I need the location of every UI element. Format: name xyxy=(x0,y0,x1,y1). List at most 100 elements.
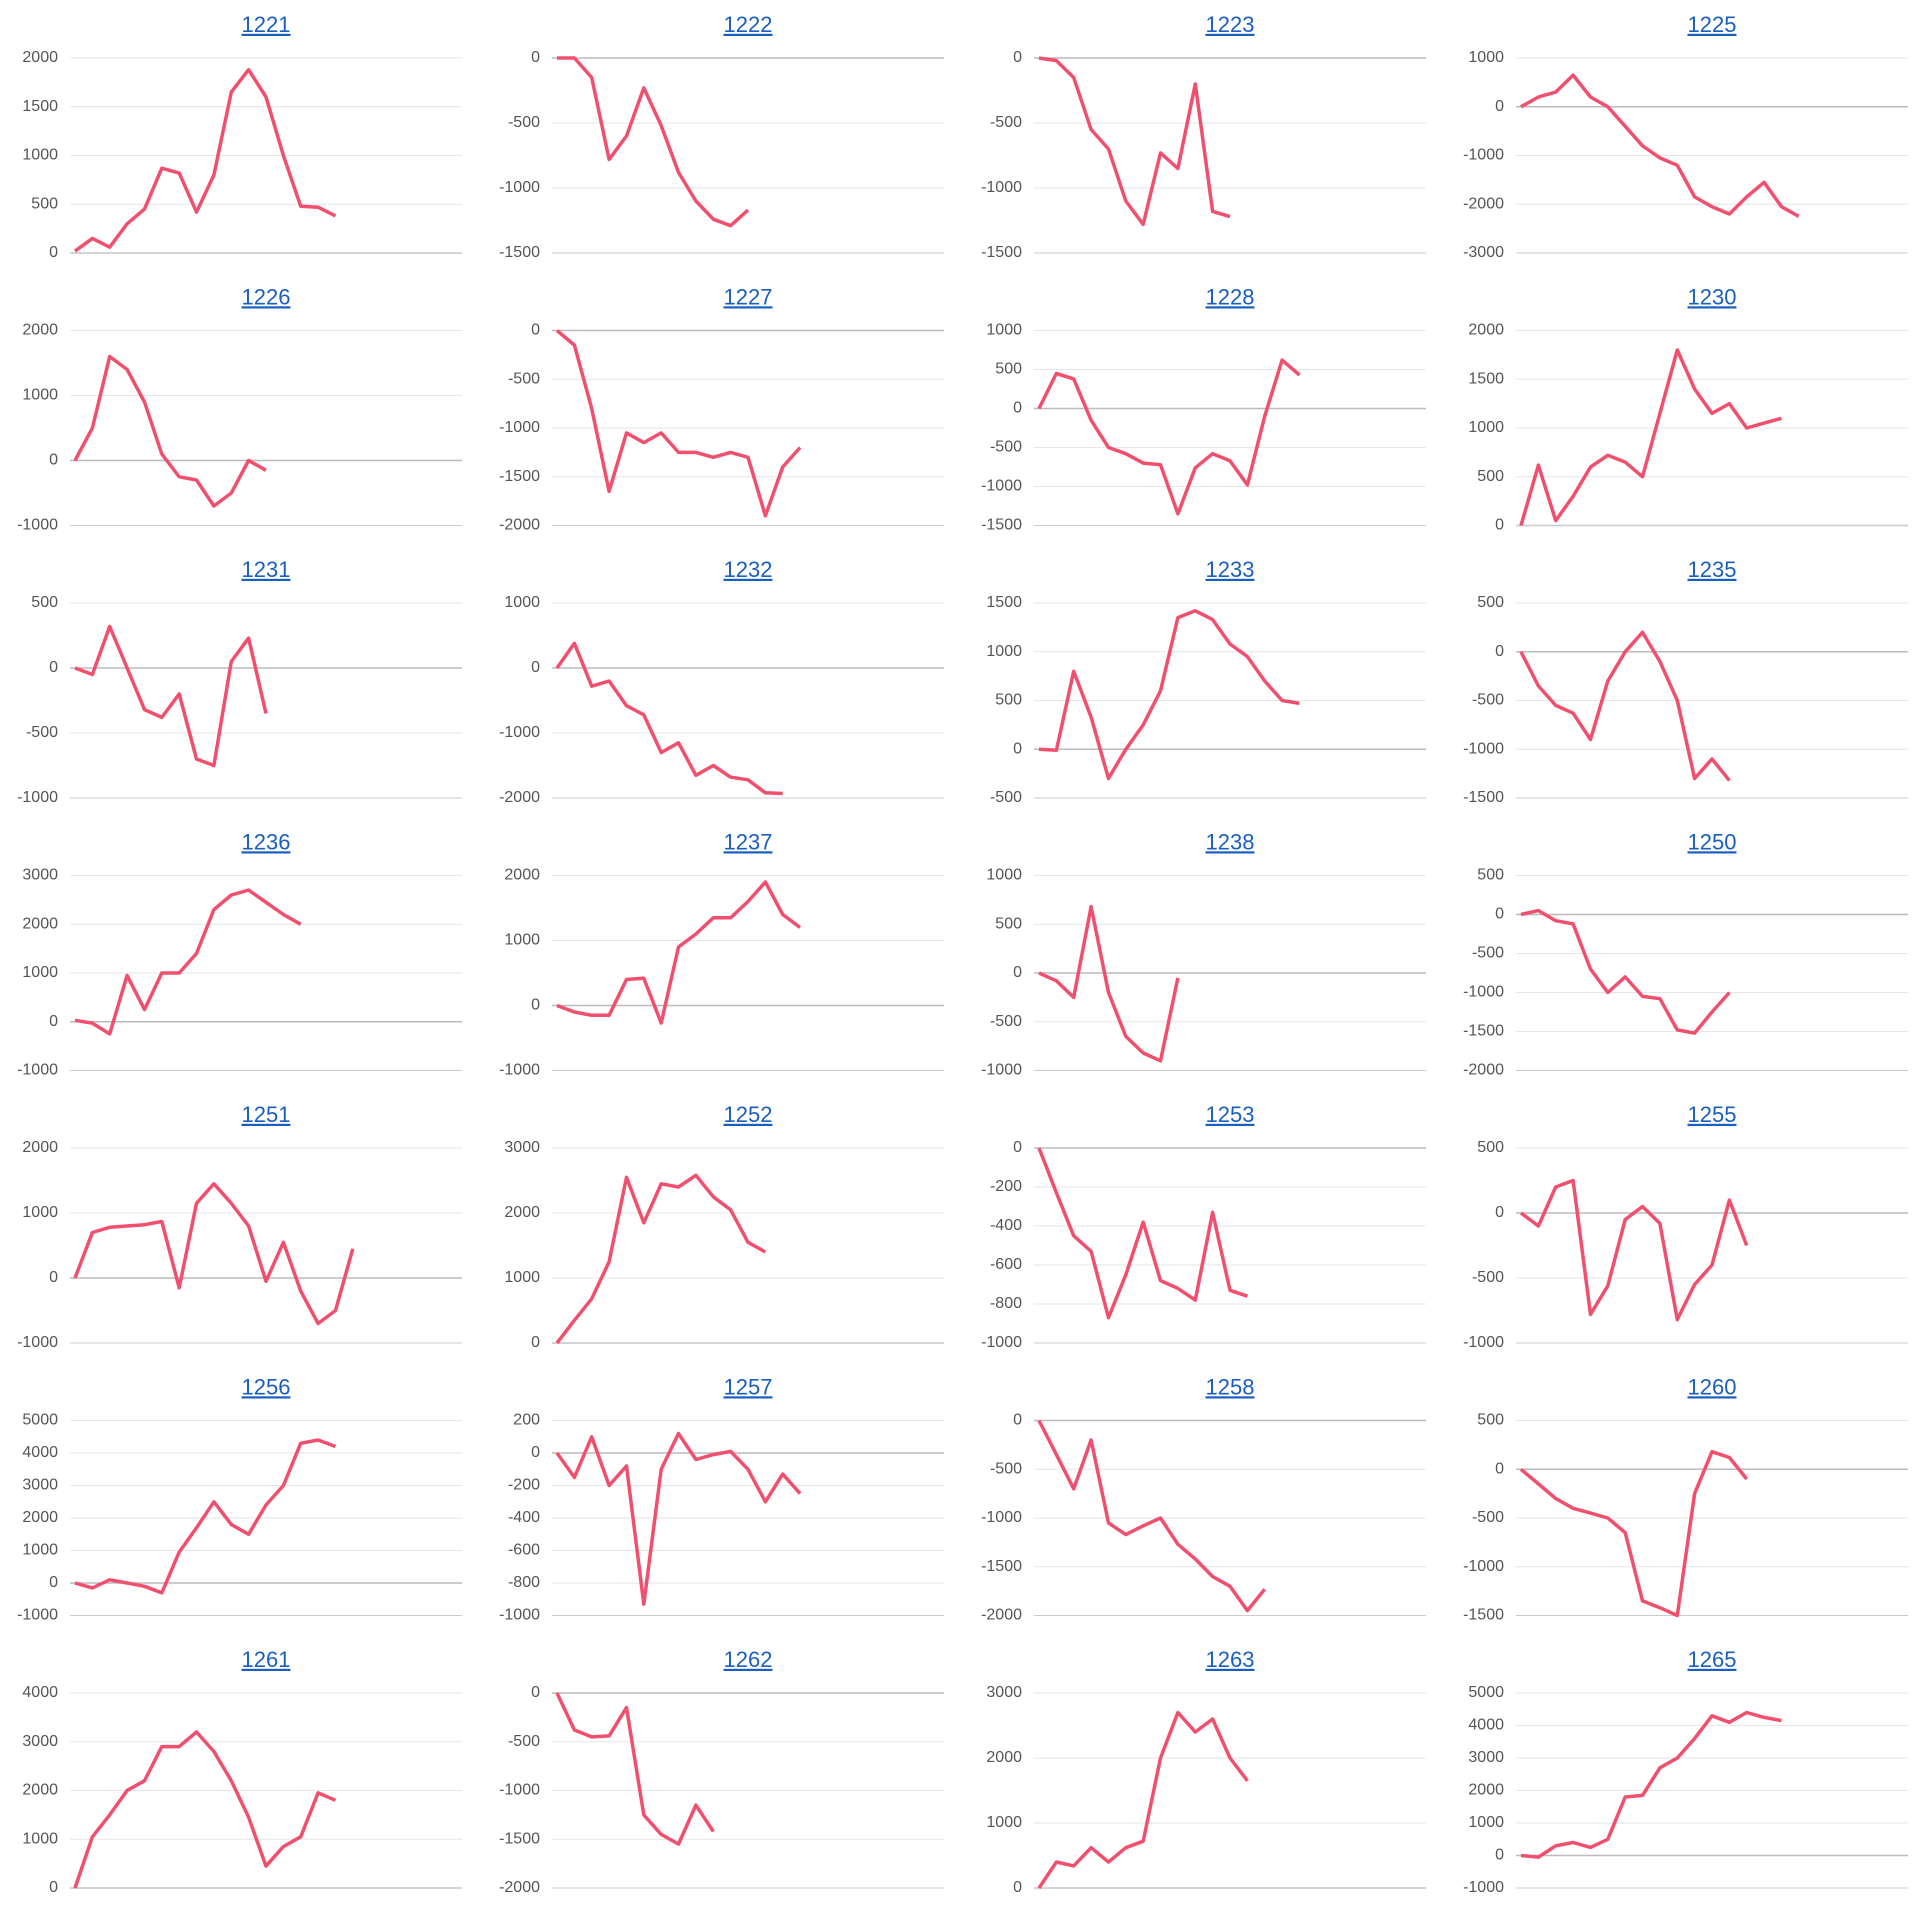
y-tick-label: 500 xyxy=(1477,468,1504,485)
line xyxy=(1519,630,1731,782)
chart-panel: 1263 0 1000 2000 3000 xyxy=(986,1647,1426,1896)
y-tick-label: 0 xyxy=(1013,740,1022,757)
chart-panel: 1258 -2000 -1500 -1000 -500 0 xyxy=(981,1374,1426,1624)
line xyxy=(555,329,802,518)
y-tick-label: 500 xyxy=(1477,1412,1504,1429)
chart-panel: 1265 -1000 0 1000 2000 3000 4000 5000 xyxy=(1463,1647,1908,1896)
y-tick-label: -1000 xyxy=(981,1062,1022,1079)
chart-title[interactable]: 1263 xyxy=(1206,1647,1255,1672)
chart-title[interactable]: 1232 xyxy=(724,557,773,582)
y-tick-label: -1000 xyxy=(17,789,58,806)
chart-panel: 1251 -1000 0 1000 2000 xyxy=(17,1102,462,1351)
chart-title[interactable]: 1233 xyxy=(1206,557,1255,582)
y-tick-label: -500 xyxy=(26,724,58,741)
chart-title[interactable]: 1235 xyxy=(1688,557,1737,582)
y-tick-label: 0 xyxy=(1495,906,1504,923)
chart-panel: 1228 -1500 -1000 -500 0 500 1000 xyxy=(981,284,1426,534)
y-tick-label: 0 xyxy=(1013,400,1022,417)
chart-panel: 1226 -1000 0 1000 2000 xyxy=(17,284,462,534)
chart-title[interactable]: 1251 xyxy=(242,1102,291,1127)
y-tick-label: 3000 xyxy=(504,1139,540,1156)
y-tick-label: -800 xyxy=(990,1295,1022,1312)
y-tick-label: 1000 xyxy=(22,964,58,981)
y-tick-label: 2000 xyxy=(1468,322,1504,339)
chart-panel: 1235 -1500 -1000 -500 0 500 xyxy=(1463,557,1908,806)
y-tick-label: 0 xyxy=(531,659,540,676)
chart-title[interactable]: 1250 xyxy=(1688,829,1737,854)
y-tick-label: 3000 xyxy=(22,867,58,884)
y-tick-label: -1500 xyxy=(1463,789,1504,806)
chart-title[interactable]: 1225 xyxy=(1688,12,1737,37)
chart-panel: 1231 -1000 -500 0 500 xyxy=(17,557,462,806)
y-tick-label: 1000 xyxy=(504,594,540,611)
chart-title[interactable]: 1260 xyxy=(1688,1374,1737,1399)
line xyxy=(1520,908,1731,1035)
y-tick-label: 2000 xyxy=(1468,1782,1504,1799)
chart-title[interactable]: 1261 xyxy=(242,1647,291,1672)
y-tick-label: 1000 xyxy=(1468,1814,1504,1831)
y-tick-label: 1000 xyxy=(22,1204,58,1221)
y-tick-label: 0 xyxy=(1495,1460,1504,1477)
line xyxy=(74,624,268,768)
y-tick-label: 4000 xyxy=(1468,1717,1504,1734)
chart-title[interactable]: 1222 xyxy=(724,12,773,37)
y-tick-label: 3000 xyxy=(22,1477,58,1494)
y-tick-label: -1500 xyxy=(981,1558,1022,1575)
line xyxy=(555,1431,802,1606)
chart-title[interactable]: 1226 xyxy=(242,284,291,309)
y-tick-label: 4000 xyxy=(22,1444,58,1461)
y-tick-label: -1000 xyxy=(499,179,540,196)
chart-title[interactable]: 1252 xyxy=(724,1102,773,1127)
y-tick-label: 0 xyxy=(49,1269,58,1286)
y-tick-label: 500 xyxy=(1477,1139,1504,1156)
y-tick-label: -1000 xyxy=(1463,1558,1504,1575)
chart-panel: 1262 -2000 -1500 -1000 -500 0 xyxy=(499,1647,944,1896)
chart-panel: 1225 -3000 -2000 -1000 0 1000 xyxy=(1463,12,1908,261)
chart-title[interactable]: 1262 xyxy=(724,1647,773,1672)
line xyxy=(555,1692,715,1846)
chart-title[interactable]: 1230 xyxy=(1688,284,1737,309)
chart-title[interactable]: 1255 xyxy=(1688,1102,1737,1127)
chart-panel: 1253 -1000 -800 -600 -400 -200 0 xyxy=(981,1102,1426,1351)
y-tick-label: -2000 xyxy=(499,1879,540,1896)
y-tick-label: 2000 xyxy=(986,1749,1022,1766)
chart-title[interactable]: 1258 xyxy=(1206,1374,1255,1399)
y-tick-label: -1500 xyxy=(1463,1607,1504,1624)
chart-title[interactable]: 1253 xyxy=(1206,1102,1255,1127)
line xyxy=(557,56,750,228)
y-tick-label: 500 xyxy=(995,361,1022,378)
line xyxy=(1037,358,1301,516)
y-tick-label: 2000 xyxy=(22,915,58,932)
y-tick-label: 1000 xyxy=(986,322,1022,339)
line xyxy=(1038,56,1231,227)
y-tick-label: 0 xyxy=(1495,98,1504,115)
chart-title[interactable]: 1238 xyxy=(1206,829,1255,854)
y-tick-label: -1000 xyxy=(499,1782,540,1799)
chart-panel: 1237 -1000 0 1000 2000 xyxy=(499,829,944,1079)
y-tick-label: 1500 xyxy=(986,594,1022,611)
y-tick-label: -1000 xyxy=(1463,984,1504,1001)
y-tick-label: -500 xyxy=(508,1733,540,1750)
chart-title[interactable]: 1237 xyxy=(724,829,773,854)
chart-title[interactable]: 1256 xyxy=(242,1374,291,1399)
y-tick-label: 1000 xyxy=(22,1830,58,1847)
chart-panel: 1257 -1000 -800 -600 -400 -200 0 200 xyxy=(499,1374,944,1624)
y-tick-label: -1000 xyxy=(981,1334,1022,1351)
chart-title[interactable]: 1265 xyxy=(1688,1647,1737,1672)
y-tick-label: 2000 xyxy=(22,1139,58,1156)
chart-title[interactable]: 1231 xyxy=(242,557,291,582)
line xyxy=(1038,609,1300,781)
y-tick-label: 1500 xyxy=(1468,370,1504,387)
chart-title[interactable]: 1236 xyxy=(242,829,291,854)
y-tick-label: -1000 xyxy=(981,1509,1022,1526)
chart-title[interactable]: 1257 xyxy=(724,1374,773,1399)
chart-title[interactable]: 1221 xyxy=(242,12,291,37)
chart-title[interactable]: 1228 xyxy=(1206,284,1255,309)
y-tick-label: -2000 xyxy=(499,517,540,534)
chart-panel: 1227 -2000 -1500 -1000 -500 0 xyxy=(499,284,944,534)
y-tick-label: 2000 xyxy=(504,867,540,884)
y-tick-label: -500 xyxy=(508,370,540,387)
chart-title[interactable]: 1223 xyxy=(1206,12,1255,37)
chart-title[interactable]: 1227 xyxy=(724,284,773,309)
